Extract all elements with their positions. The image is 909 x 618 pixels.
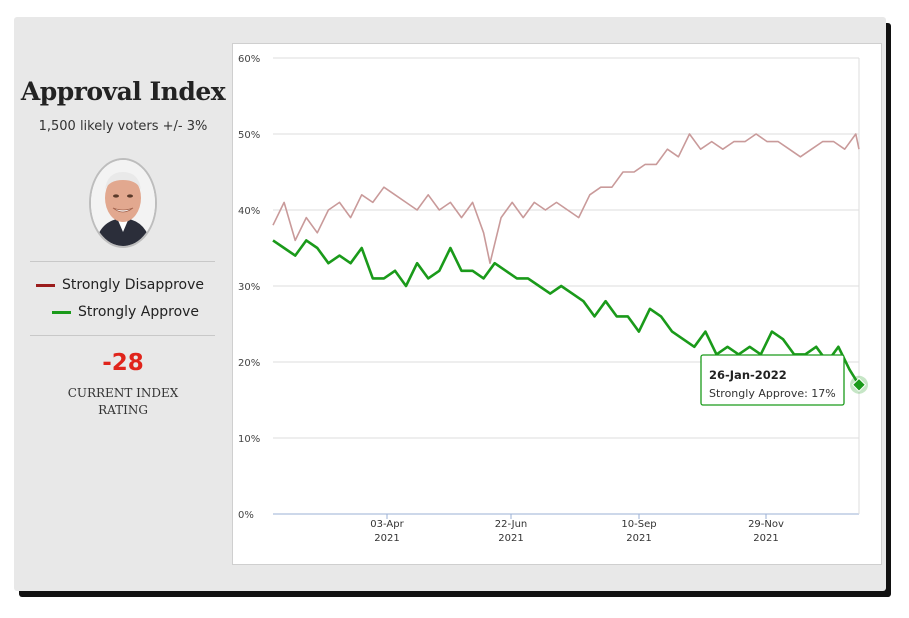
legend-item-strongly-disapprove: Strongly Disapprove bbox=[36, 277, 204, 293]
approval-index-card: Approval Index 1,500 likely voters +/- 3… bbox=[14, 17, 886, 591]
sidebar: Approval Index 1,500 likely voters +/- 3… bbox=[14, 17, 232, 591]
current-index-label: CURRENT INDEX RATING bbox=[67, 386, 179, 417]
gridlines bbox=[273, 57, 860, 515]
x-axis-ticks: 03-Apr 2021 22-Jun 2021 10-Sep 2021 29-Nov 2021 bbox=[370, 514, 784, 544]
sample-size-subtitle: 1,500 likely voters +/- 3% bbox=[38, 119, 208, 134]
tooltip-value: Strongly Approve: 17% bbox=[709, 387, 836, 400]
tooltip-box bbox=[700, 354, 845, 406]
avatar bbox=[89, 158, 157, 248]
strongly-approve-line bbox=[272, 239, 861, 386]
y-tick-label: 50% bbox=[238, 130, 260, 141]
divider bbox=[30, 261, 215, 262]
current-index-value: -28 bbox=[102, 350, 144, 376]
y-tick-label: 10% bbox=[238, 434, 260, 445]
x-tick-label: 03-Apr bbox=[370, 519, 404, 530]
legend-label: Strongly Approve bbox=[78, 304, 200, 320]
avatar-portrait bbox=[91, 160, 155, 246]
x-tick-label: 10-Sep bbox=[621, 519, 656, 530]
x-tick-label: 22-Jun bbox=[495, 519, 528, 530]
y-axis-ticks: 60% 50% 40% 30% 20% 10% 0% bbox=[238, 54, 260, 521]
legend-swatch-red bbox=[36, 283, 55, 287]
strongly-disapprove-line bbox=[272, 133, 860, 264]
tooltip-date: 26-Jan-2022 bbox=[709, 368, 787, 382]
y-tick-label: 0% bbox=[238, 510, 254, 521]
y-tick-label: 40% bbox=[238, 206, 260, 217]
chart-area: 60% 50% 40% 30% 20% 10% 0% 03-Apr 2021 22-Jun 202… bbox=[232, 43, 882, 565]
x-tick-year: 2021 bbox=[626, 533, 651, 544]
x-tick-label: 29-Nov bbox=[748, 519, 784, 530]
legend-swatch-green bbox=[52, 310, 71, 314]
y-tick-label: 60% bbox=[238, 54, 260, 65]
approval-line-chart: 60% 50% 40% 30% 20% 10% 0% 03-Apr 2021 22-Jun 202… bbox=[238, 54, 868, 544]
y-tick-label: 30% bbox=[238, 282, 260, 293]
legend-item-strongly-approve: Strongly Approve bbox=[52, 304, 199, 320]
divider bbox=[30, 335, 215, 336]
page-title: Approval Index bbox=[20, 77, 226, 106]
y-tick-label: 20% bbox=[238, 358, 260, 369]
x-tick-year: 2021 bbox=[753, 533, 778, 544]
x-tick-year: 2021 bbox=[498, 533, 523, 544]
tooltip: 26-Jan-2022 Strongly Approve: 17% bbox=[700, 354, 845, 406]
legend-label: Strongly Disapprove bbox=[62, 277, 205, 293]
x-tick-year: 2021 bbox=[374, 533, 399, 544]
series-lines bbox=[272, 133, 868, 394]
highlight-marker bbox=[851, 377, 867, 392]
